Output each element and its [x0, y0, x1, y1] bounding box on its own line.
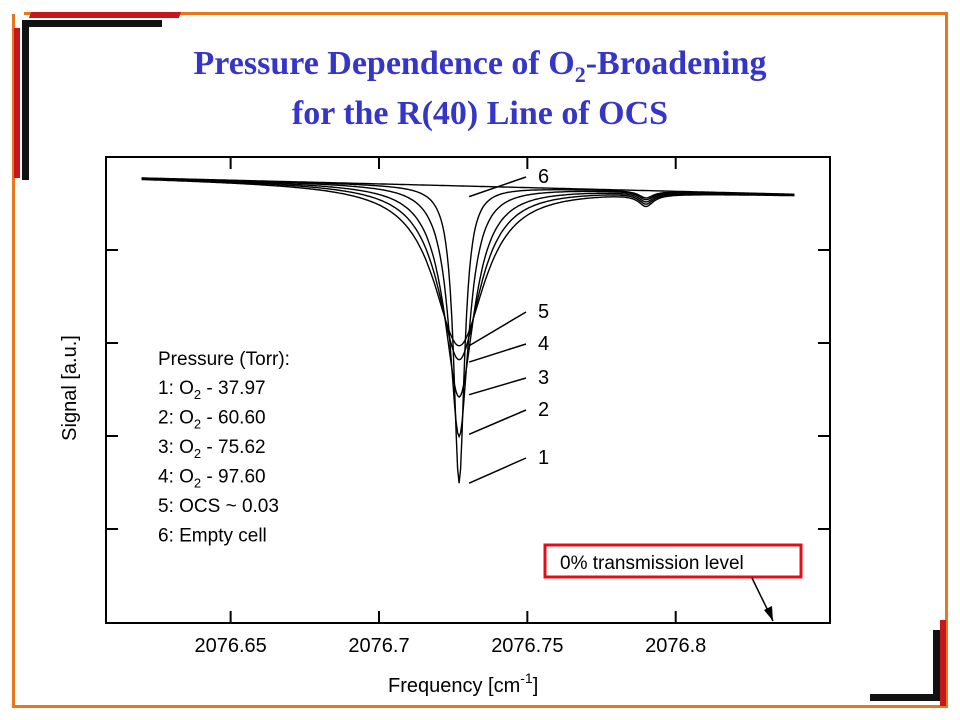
legend-entry: 1: O2 - 37.97 — [158, 378, 266, 402]
legend-entry: 2: O2 - 60.60 — [158, 408, 266, 432]
x-tick-label: 2076.7 — [348, 635, 409, 657]
series-line-4 — [141, 178, 795, 361]
corner-accent-black-vertical — [22, 20, 29, 180]
curve-label-arrow — [468, 409, 527, 435]
legend: Pressure (Torr): 1: O2 - 37.97 2: O2 - 60… — [158, 349, 290, 547]
x-tick-label: 2076.75 — [491, 635, 563, 657]
curve-label-arrow — [468, 377, 527, 396]
transmission-level-label: 0% transmission level — [560, 553, 744, 574]
series-line-6 — [141, 177, 795, 195]
series-line-2 — [141, 177, 795, 439]
frame-top-border — [24, 12, 948, 15]
frame-left-border — [12, 14, 15, 708]
corner-accent-black-bottom — [870, 694, 940, 701]
curve-label-6: 6 — [538, 166, 549, 188]
legend-entry: 4: O2 - 97.60 — [158, 467, 266, 491]
corner-accent-red-vertical — [14, 28, 20, 178]
curve-label-arrow — [468, 311, 527, 347]
curve-label-1: 1 — [538, 447, 549, 469]
x-axis-tick-labels: 2076.65 2076.7 2076.75 2076.8 — [194, 635, 706, 657]
series-curves — [141, 177, 795, 484]
curve-labels: 6 5 4 3 2 1 — [468, 166, 549, 484]
corner-accent-black-bottom-vertical — [933, 630, 940, 700]
legend-heading: Pressure (Torr): — [158, 349, 290, 370]
transmission-level-arrowhead — [764, 606, 773, 621]
curve-label-arrow — [468, 176, 527, 198]
curve-label-arrow — [468, 457, 527, 484]
curve-label-5: 5 — [538, 301, 549, 323]
frame-right-border — [945, 12, 948, 706]
curve-label-3: 3 — [538, 367, 549, 389]
slide-title-line2: for the R(40) Line of OCS — [291, 95, 669, 132]
series-line-5 — [141, 178, 795, 347]
y-axis-ticks — [106, 249, 830, 530]
x-axis-label: Frequency [cm-1] — [388, 670, 538, 697]
curve-label-2: 2 — [538, 399, 549, 421]
x-tick-label: 2076.65 — [194, 635, 266, 657]
y-axis-label: Signal [a.u.] — [59, 335, 81, 441]
curve-label-4: 4 — [538, 333, 549, 355]
corner-accent-black — [22, 20, 162, 27]
slide-title-line1: Pressure Dependence of O2-Broadening — [193, 45, 767, 87]
x-tick-label: 2076.8 — [645, 635, 706, 657]
transmission-level-box — [543, 543, 803, 579]
corner-accent-red-bottom — [940, 620, 946, 706]
legend-entry: 5: OCS ~ 0.03 — [158, 496, 279, 517]
frame-bottom-border — [12, 705, 948, 708]
legend-entry: 6: Empty cell — [158, 526, 267, 547]
x-axis-ticks — [229, 157, 677, 623]
series-line-3 — [141, 178, 795, 398]
legend-entry: 3: O2 - 75.62 — [158, 437, 266, 461]
plot-frame — [105, 156, 831, 624]
curve-label-arrow — [468, 343, 527, 363]
